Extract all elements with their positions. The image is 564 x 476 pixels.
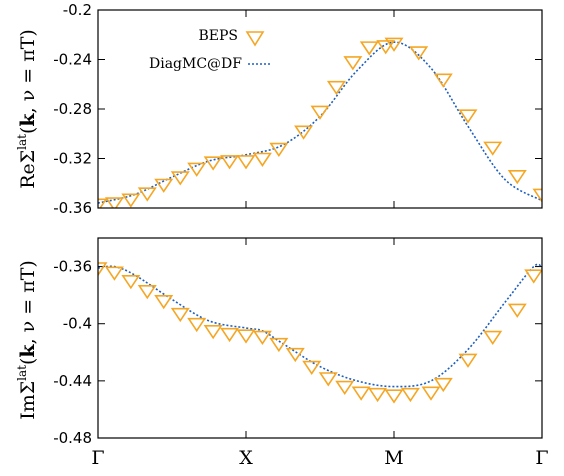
bottom-beps-point	[187, 317, 207, 333]
bottom-series-line-diagmc	[98, 263, 542, 388]
bottom-y-axis-label: ImΣlat(k, ν = πT)	[15, 260, 39, 420]
bottom-beps-point	[483, 330, 503, 346]
top-beps-point	[236, 155, 256, 170]
top-beps-point	[359, 41, 379, 56]
top-beps-point	[269, 142, 289, 158]
top-ytick-label: -0.32	[53, 150, 92, 168]
top-axes-ticks: -0.2 -0.24 -0.28 -0.32 -0.36	[53, 1, 543, 217]
bottom-beps-point	[203, 325, 223, 340]
top-beps-point	[458, 109, 478, 124]
bottom-ytick-label: -0.4	[63, 315, 92, 333]
bottom-ytick-label: -0.48	[53, 429, 92, 447]
top-beps-point	[154, 178, 174, 193]
bottom-beps-point	[302, 360, 322, 376]
bottom-beps-point	[433, 377, 453, 393]
top-beps-point	[326, 80, 346, 96]
top-beps-point	[203, 156, 223, 171]
top-beps-point	[170, 171, 190, 186]
legend-diagmc-label: DiagMC@DF	[149, 56, 242, 72]
bottom-beps-point	[507, 303, 527, 318]
top-beps-point	[137, 187, 157, 202]
legend-beps-label: BEPS	[198, 28, 238, 44]
top-ytick-label: -0.2	[63, 1, 92, 19]
top-beps-point	[343, 56, 363, 71]
top-ytick-label: -0.28	[53, 100, 92, 118]
bottom-beps-point	[137, 285, 157, 300]
top-beps-point	[384, 37, 404, 52]
top-beps-point	[294, 125, 314, 140]
bottom-plot-area	[98, 262, 542, 404]
top-beps-point	[532, 188, 542, 203]
bottom-beps-point	[104, 266, 124, 281]
bottom-ytick-label: -0.36	[53, 258, 92, 276]
top-beps-point	[98, 198, 108, 208]
bottom-beps-point	[285, 347, 305, 363]
bottom-beps-point	[170, 307, 190, 323]
bottom-beps-point	[335, 380, 355, 396]
bottom-beps-point	[384, 389, 404, 404]
top-beps-point	[104, 197, 124, 208]
bottom-beps-point	[318, 372, 338, 387]
top-ytick-label: -0.24	[53, 51, 92, 69]
bottom-xtick-label: M	[384, 447, 403, 469]
bottom-panel-frame	[97, 237, 543, 439]
legend: BEPS DiagMC@DF	[149, 28, 272, 72]
top-y-axis-label: ReΣlat(k, ν = πT)	[15, 29, 39, 189]
top-beps-point	[433, 73, 453, 88]
top-beps-point	[483, 141, 503, 156]
top-beps-point	[220, 155, 240, 170]
top-plot-area	[98, 37, 542, 208]
bottom-beps-point	[252, 330, 272, 346]
top-beps-point	[187, 162, 207, 177]
top-beps-point	[507, 170, 527, 185]
top-beps-point	[376, 40, 396, 55]
top-panel-frame	[97, 9, 543, 209]
bottom-xtick-label: X	[239, 447, 253, 469]
bottom-beps-point	[400, 387, 420, 403]
bottom-beps-point	[524, 269, 542, 284]
bottom-axes-ticks: -0.36-0.4-0.44-0.48Γ X M Γ	[53, 238, 549, 469]
bottom-beps-point	[98, 262, 108, 277]
bottom-beps-point	[368, 387, 388, 403]
top-series-line-diagmc	[98, 41, 542, 204]
top-beps-point	[409, 46, 429, 61]
top-beps-point	[310, 105, 330, 120]
bottom-beps-point	[458, 353, 478, 368]
bottom-xtick-label: Γ	[91, 447, 104, 469]
bottom-beps-point	[220, 327, 240, 343]
bottom-xtick-label: Γ	[535, 447, 548, 469]
bottom-panel: -0.36-0.4-0.44-0.48Γ X M Γ ImΣlat(k, ν = πT…	[15, 237, 549, 469]
top-ytick-label: -0.36	[53, 199, 92, 217]
top-panel: -0.2 -0.24 -0.28 -0.32 -0.36 ReΣlat(k, ν = π…	[15, 1, 543, 217]
bottom-ytick-label: -0.44	[53, 372, 92, 390]
bottom-beps-point	[121, 275, 141, 290]
top-beps-point	[252, 152, 272, 167]
bottom-beps-point	[154, 295, 174, 310]
bottom-beps-point	[269, 337, 289, 353]
bottom-beps-point	[351, 386, 371, 401]
bottom-beps-point	[421, 386, 441, 401]
bottom-beps-point	[236, 329, 256, 344]
legend-beps-marker	[245, 31, 265, 47]
top-beps-point	[121, 193, 141, 208]
